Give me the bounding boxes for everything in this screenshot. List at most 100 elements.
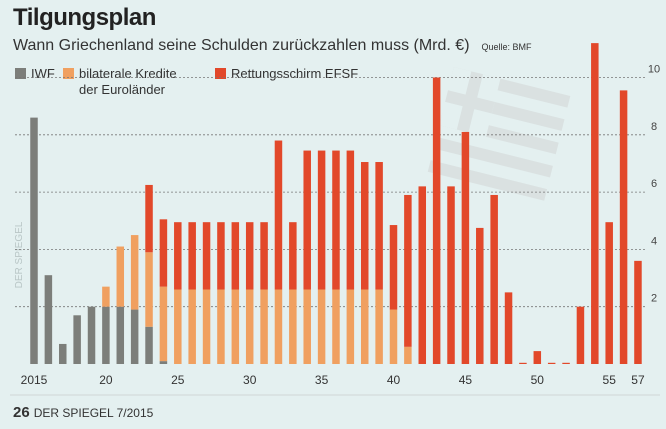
bar-efsf-2033 [289, 222, 297, 290]
bar-efsf-2045 [461, 131, 470, 364]
bar-efsf-2047 [490, 194, 498, 364]
bar-efsf-2039 [375, 162, 383, 290]
bar-efsf-2029 [231, 222, 240, 290]
y-tick-label: 6 [651, 178, 657, 190]
y-tick-label: 10 [648, 64, 660, 76]
greek-flag-watermark [427, 66, 571, 201]
bar-efsf-2056 [619, 90, 628, 364]
bar-iwf-2019 [87, 306, 96, 364]
bar-efsf-2053 [576, 306, 585, 364]
bar-iwf-2023 [145, 326, 153, 364]
bar-bilateral-2040 [389, 309, 398, 364]
bar-efsf-2048 [504, 292, 513, 364]
bar-bilateral-2031 [260, 289, 268, 364]
flag-cross [445, 90, 495, 114]
bar-efsf-2043 [432, 77, 441, 364]
bar-bilateral-2036 [332, 289, 340, 364]
bar-efsf-2030 [245, 222, 254, 290]
bar-efsf-2041 [404, 194, 412, 347]
legend-swatch-efsf [215, 68, 226, 79]
bar-efsf-2046 [476, 227, 484, 364]
bar-efsf-2031 [260, 222, 268, 290]
bar-efsf-2025 [174, 222, 182, 290]
bar-bilateral-2035 [317, 289, 326, 364]
bar-iwf-2017 [59, 343, 67, 364]
bar-efsf-2040 [389, 225, 398, 310]
bar-bilateral-2038 [360, 289, 369, 364]
bar-iwf-2021 [116, 306, 125, 364]
y-tick-label: 8 [651, 121, 657, 133]
flag-canton [439, 66, 501, 137]
legend-item-efsf: Rettungsschirm EFSF [215, 66, 358, 82]
bar-bilateral-2020 [102, 286, 110, 307]
bar-bilateral-2037 [346, 289, 355, 364]
bar-efsf-2054 [591, 43, 599, 365]
bar-efsf-2035 [317, 150, 326, 290]
x-tick-label: 57 [631, 373, 645, 387]
x-tick-label: 25 [171, 373, 185, 387]
bar-efsf-2032 [274, 140, 283, 290]
x-tick-label: 30 [243, 373, 257, 387]
bar-efsf-2036 [332, 150, 340, 290]
bar-bilateral-2027 [202, 289, 211, 364]
watermark-text: DER SPIEGEL [14, 221, 25, 288]
bar-bilateral-2025 [174, 289, 182, 364]
bar-bilateral-2021 [116, 246, 125, 307]
bar-bilateral-2033 [289, 289, 297, 364]
chart-source: Quelle: BMF [481, 42, 532, 52]
x-tick-label: 45 [459, 373, 473, 387]
chart-title: Tilgungsplan [13, 4, 156, 31]
bar-bilateral-2023 [145, 252, 153, 327]
subtitle-line: Wann Griechenland seine Schulden zurückz… [13, 37, 532, 55]
flag-stripe [439, 113, 559, 155]
bar-efsf-2050 [533, 351, 542, 364]
flag-stripe [427, 160, 548, 201]
x-tick-label: 55 [603, 373, 617, 387]
bar-efsf-2028 [217, 222, 225, 290]
x-tick-label: 40 [387, 373, 401, 387]
bar-iwf-2016 [44, 275, 53, 364]
bar-iwf-2024 [159, 361, 168, 364]
legend-label-bilateral-2: der Euroländer [79, 82, 165, 97]
bar-bilateral-2028 [217, 289, 225, 364]
bar-bilateral-2024 [159, 286, 168, 362]
x-tick-label: 2015 [21, 373, 48, 387]
bar-efsf-2027 [202, 222, 211, 290]
bar-iwf-2018 [73, 315, 81, 364]
bar-efsf-2024 [159, 219, 168, 287]
bar-efsf-2034 [303, 150, 311, 290]
page-number: 26 [13, 404, 30, 421]
bar-efsf-2055 [605, 222, 613, 364]
x-tick-label: 50 [531, 373, 545, 387]
legend-swatch-bilateral [63, 68, 74, 79]
flag-cross [456, 71, 483, 133]
bar-bilateral-2029 [231, 289, 240, 364]
issue-label: DER SPIEGEL 7/2015 [33, 406, 154, 420]
bar-iwf-2015 [30, 117, 38, 364]
x-tick-label: 20 [99, 373, 113, 387]
bar-bilateral-2041 [404, 346, 412, 364]
bar-efsf-2051 [547, 362, 556, 364]
bar-efsf-2026 [188, 222, 196, 290]
bar-bilateral-2026 [188, 289, 196, 364]
bar-bilateral-2022 [130, 235, 139, 310]
bar-iwf-2022 [130, 309, 139, 364]
bar-efsf-2038 [360, 162, 369, 290]
legend-label-efsf: Rettungsschirm EFSF [231, 66, 359, 81]
bar-efsf-2042 [418, 186, 427, 364]
y-tick-label: 2 [651, 293, 657, 305]
x-tick-label: 35 [315, 373, 329, 387]
y-tick-label: 4 [651, 235, 657, 247]
chart-subtitle: Wann Griechenland seine Schulden zurückz… [13, 37, 470, 54]
bar-efsf-2057 [634, 260, 642, 364]
bar-iwf-2020 [102, 306, 110, 364]
legend-swatch-iwf [15, 68, 26, 79]
footer: 26 DER SPIEGEL 7/2015 [13, 404, 153, 421]
bar-efsf-2044 [447, 186, 455, 364]
bar-efsf-2023 [145, 184, 153, 253]
bar-efsf-2052 [562, 362, 570, 364]
bar-bilateral-2039 [375, 289, 383, 364]
flag-stripe [445, 90, 565, 131]
bar-bilateral-2032 [274, 289, 283, 364]
